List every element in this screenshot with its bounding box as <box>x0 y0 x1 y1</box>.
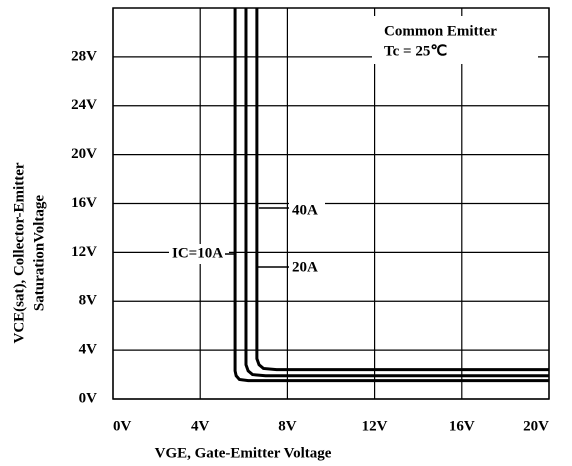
y-tick-label: 20V <box>71 146 97 162</box>
x-tick-label: 4V <box>191 418 210 434</box>
x-tick-label: 20V <box>523 418 549 434</box>
series-line <box>233 8 549 383</box>
y-tick-label: 12V <box>71 244 97 260</box>
label-bg <box>289 201 325 221</box>
y-axis-label: VCE(sat), Collector-Emitter <box>11 162 27 343</box>
series-line <box>255 8 549 372</box>
label-bg <box>169 244 229 264</box>
annotation: Common Emitter <box>384 23 497 39</box>
y-axis-label: SaturationVoltage <box>31 195 47 311</box>
y-tick-label: 24V <box>71 97 97 113</box>
x-tick-label: 8V <box>278 418 297 434</box>
x-tick-label: 16V <box>449 418 475 434</box>
x-axis-label: VGE, Gate-Emitter Voltage <box>155 445 332 461</box>
annotation: Tc = 25℃ <box>384 43 447 59</box>
x-tick-label: 0V <box>113 418 132 434</box>
y-tick-label: 0V <box>79 390 98 406</box>
y-tick-label: 28V <box>71 48 97 64</box>
plot-frame <box>112 7 550 400</box>
series-label: 40A <box>292 202 318 218</box>
series-line <box>244 8 549 378</box>
y-tick-label: 8V <box>79 293 98 309</box>
y-tick-label: 16V <box>71 195 97 211</box>
label-bg <box>289 258 325 278</box>
annotation-box <box>372 16 538 64</box>
series-label: IC=10A <box>172 245 223 261</box>
x-tick-label: 12V <box>362 418 388 434</box>
y-tick-label: 4V <box>79 342 98 358</box>
series-label: 20A <box>292 259 318 275</box>
